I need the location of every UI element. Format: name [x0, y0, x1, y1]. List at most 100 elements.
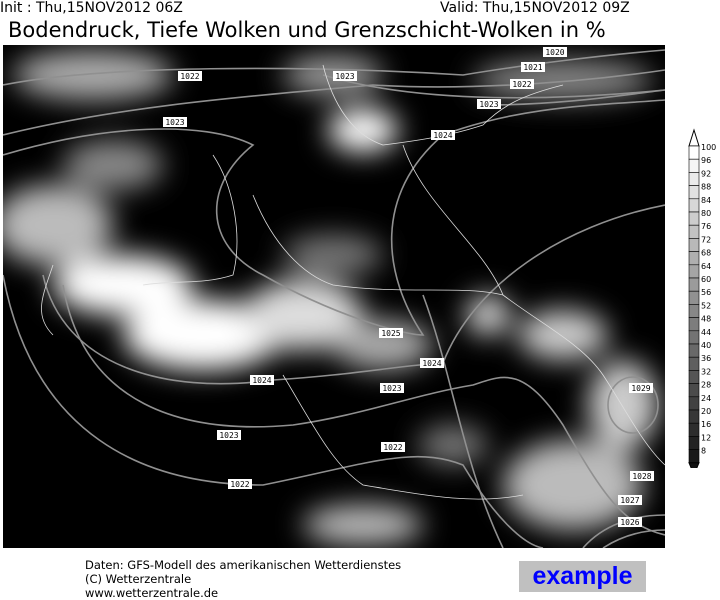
legend-swatch: [688, 251, 700, 266]
legend-label: 28: [701, 381, 711, 390]
legend-swatch: [688, 145, 700, 160]
legend-label: 100: [701, 143, 716, 152]
legend-label: 88: [701, 183, 711, 192]
isobar-label: 1024: [252, 376, 271, 385]
legend-label: 48: [701, 315, 711, 324]
color-legend: 100 96 92 88 84 80 76 72 68 64 60 56 52 48 44 40 36 32 28 2…: [688, 128, 716, 468]
isobar-label: 1020: [545, 48, 564, 57]
legend-swatch: [688, 330, 700, 345]
legend-swatch: [688, 264, 700, 279]
legend-swatch: [688, 343, 700, 358]
isobar-label: 1022: [383, 443, 402, 452]
footer-copyright: (C) Wetterzentrale: [85, 572, 192, 586]
isobar-label-box: [629, 383, 653, 393]
isobar-label-box: [510, 79, 534, 89]
legend-swatch: [688, 304, 700, 318]
legend-arrow-bottom: [688, 462, 700, 468]
legend-swatch: [688, 370, 700, 384]
cloud-cover: [3, 50, 658, 545]
isobar-label-box: [250, 375, 274, 385]
isobar-label: 1023: [165, 118, 184, 127]
legend-label: 92: [701, 169, 711, 178]
legend-swatch: [688, 396, 700, 411]
legend-swatch: [688, 409, 700, 424]
isobar-label-box: [543, 47, 567, 57]
isobar-label-box: [178, 71, 202, 81]
isobar-label-box: [163, 117, 187, 127]
legend-swatch: [688, 224, 700, 239]
legend-swatch: [688, 356, 700, 371]
isobar-label-box: [228, 479, 252, 489]
valid-time: Valid: Thu,15NOV2012 09Z: [440, 0, 630, 16]
isobar-label: 1024: [433, 131, 452, 140]
legend-label: 96: [701, 156, 711, 165]
isobar-label: 1029: [631, 384, 650, 393]
legend-label: 12: [701, 433, 711, 442]
legend-label: 16: [701, 420, 711, 429]
legend-swatch: [688, 185, 700, 200]
isobar-label: 1024: [422, 359, 441, 368]
coastlines-borders: [41, 64, 665, 500]
isobar-label: 1027: [620, 496, 639, 505]
legend-label: 60: [701, 275, 711, 284]
example-badge: example: [519, 561, 646, 592]
isobar-label: 1022: [180, 72, 199, 81]
legend-label: 84: [701, 196, 711, 205]
legend-label: 76: [701, 222, 711, 231]
legend-swatch: [688, 277, 700, 292]
isobar-label-box: [618, 495, 642, 505]
isobar-label-box: [381, 442, 405, 452]
footer-source: Daten: GFS-Modell des amerikanischen Wet…: [85, 558, 402, 572]
legend-swatch: [688, 238, 700, 252]
legend-label: 64: [701, 262, 711, 271]
legend-swatch: [688, 317, 700, 332]
legend-swatch: [688, 436, 700, 450]
isobar-label: 1023: [479, 100, 498, 109]
isobar-label-box: [217, 430, 241, 440]
isobar-label-box: [420, 358, 444, 368]
isobar-label-box: [521, 62, 545, 72]
isobar-label-box: [630, 471, 654, 481]
isobar-label: 1026: [620, 518, 639, 527]
isobar-label: 1021: [523, 63, 542, 72]
legend-label: 44: [701, 328, 711, 337]
legend-swatch: [688, 198, 700, 213]
legend-label: 8: [701, 447, 706, 456]
isobar-label-box: [380, 383, 404, 393]
legend-swatch: [688, 449, 700, 464]
isobar-label: 1022: [230, 480, 249, 489]
legend-label: 72: [701, 235, 711, 244]
legend-swatch: [688, 172, 700, 186]
isobar-label: 1023: [219, 431, 238, 440]
legend-label: 56: [701, 288, 711, 297]
legend-label: 40: [701, 341, 711, 350]
isobar-label-box: [333, 71, 357, 81]
legend-swatch: [688, 422, 700, 437]
legend-label: 68: [701, 249, 711, 258]
legend-swatch: [688, 211, 700, 226]
legend-label: 32: [701, 367, 711, 376]
isobar-label: 1023: [335, 72, 354, 81]
legend-label: 20: [701, 407, 711, 416]
isobar-label: 1022: [512, 80, 531, 89]
legend-label: 36: [701, 354, 711, 363]
legend-swatch: [688, 158, 700, 173]
isobars: [3, 49, 665, 548]
init-time: Init : Thu,15NOV2012 06Z: [0, 0, 183, 16]
isobar-label-box: [618, 517, 642, 527]
isobar-label-box: [379, 328, 403, 338]
isobar-label: 1028: [632, 472, 651, 481]
footer-url[interactable]: www.wetterzentrale.de: [85, 586, 219, 600]
isobar-label: 1025: [381, 329, 400, 338]
legend-label: 52: [701, 301, 711, 310]
legend-label: 80: [701, 209, 711, 218]
isobar-label-box: [431, 130, 455, 140]
map-title: Bodendruck, Tiefe Wolken und Grenzschich…: [8, 18, 606, 42]
legend-arrow-top: [688, 128, 700, 147]
isobar-label-box: [477, 99, 501, 109]
legend-swatch: [688, 290, 700, 305]
isobar-label: 1023: [382, 384, 401, 393]
legend-swatch: [688, 383, 700, 398]
